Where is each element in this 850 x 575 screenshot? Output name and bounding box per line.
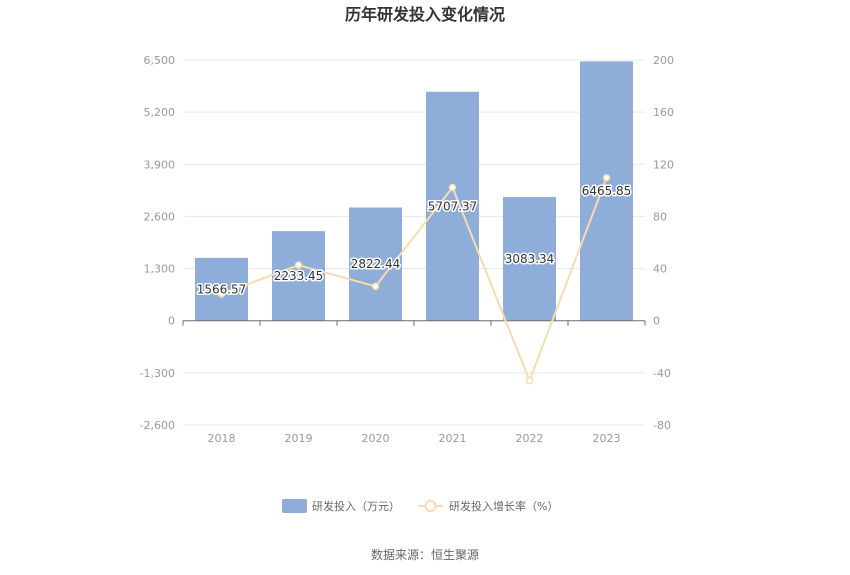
series-line [221, 177, 608, 384]
y-left-tick-label: -2,600 [140, 419, 175, 432]
legend: 研发投入（万元） 研发投入增长率（%） [282, 499, 558, 513]
x-tick-label: 2023 [593, 432, 621, 445]
y-left-tick-label: -1,300 [140, 367, 175, 380]
bar-data-label: 6465.85 [582, 184, 632, 198]
line-point [371, 282, 380, 291]
line-point [448, 183, 457, 192]
y-left-tick-label: 2,600 [144, 210, 176, 223]
line-point [217, 290, 226, 298]
x-tick-label: 2020 [362, 432, 390, 445]
y-axis-right: -80 -40 0 40 80 120 160 200 [653, 54, 674, 432]
x-tick-label: 2018 [208, 432, 236, 445]
bar [503, 197, 556, 321]
bar [580, 61, 633, 321]
y-left-tick-label: 1,300 [144, 263, 176, 276]
bar-data-label: 1566.57 [197, 282, 247, 296]
legend-bar-swatch [282, 499, 307, 513]
line-point [525, 376, 534, 385]
y-right-tick-label: -40 [653, 367, 671, 380]
y-left-tick-label: 6,500 [144, 54, 176, 67]
bar-data-label: 2233.45 [274, 269, 324, 283]
y-right-tick-label: 160 [653, 106, 674, 119]
source-note: 数据来源：恒生聚源 [371, 547, 479, 562]
y-axis-left: -2,600 -1,300 0 1,300 2,600 3,900 5,200 6,500 [140, 54, 175, 432]
legend-bar-label: 研发投入（万元） [312, 499, 400, 513]
y-left-tick-label: 3,900 [144, 158, 176, 171]
y-left-tick-label: 5,200 [144, 106, 176, 119]
x-tick-label: 2021 [439, 432, 467, 445]
y-right-tick-label: 0 [653, 315, 660, 328]
bar-data-label: 3083.34 [505, 252, 555, 266]
data-labels: 1566.57 2233.45 2822.44 5707.37 3083.34 6465.… [195, 183, 633, 298]
x-tick-label: 2019 [285, 432, 313, 445]
y-right-tick-label: 200 [653, 54, 674, 67]
x-axis: 2018 2019 2020 2021 2022 2023 [182, 320, 646, 445]
bar-data-label: 2822.44 [351, 257, 401, 271]
line-series [217, 173, 611, 385]
bar-series [195, 61, 633, 321]
bar [272, 231, 325, 321]
line-point [294, 261, 303, 269]
bar-data-label: 5707.37 [428, 199, 478, 213]
y-right-tick-label: 80 [653, 210, 667, 223]
y-left-tick-label: 0 [168, 315, 175, 328]
grid-lines [183, 59, 645, 426]
line-point [602, 173, 611, 182]
x-tick-label: 2022 [516, 432, 544, 445]
bar [195, 257, 248, 321]
bar [426, 91, 479, 321]
y-right-tick-label: -80 [653, 419, 671, 432]
chart-title: 历年研发投入变化情况 [345, 5, 505, 24]
y-right-tick-label: 120 [653, 158, 674, 171]
y-right-tick-label: 40 [653, 263, 667, 276]
legend-line-label: 研发投入增长率（%） [449, 499, 558, 513]
legend-line-marker [424, 500, 437, 512]
